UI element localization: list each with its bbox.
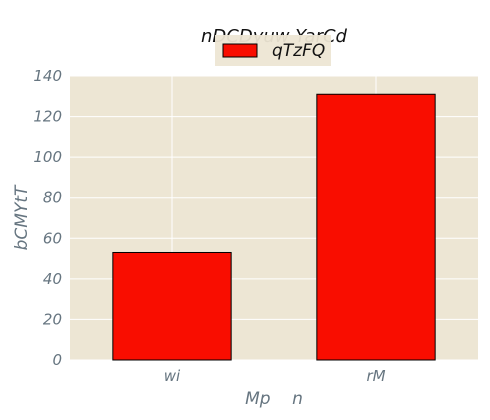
x-axis-label: Mp n — [245, 389, 303, 409]
y-axis-ticks: 0 20 40 60 80 100 120 140 — [33, 67, 62, 369]
legend-swatch — [222, 43, 258, 58]
y-tick-label: 60 — [43, 229, 62, 247]
y-tick-label: 20 — [43, 310, 62, 328]
y-tick-label: 100 — [33, 148, 62, 166]
bar-wi — [112, 251, 232, 361]
y-tick-label: 140 — [33, 67, 62, 85]
legend-label: qTzFQ — [272, 41, 325, 61]
legend: qTzFQ — [215, 35, 331, 66]
bar-rM — [316, 93, 436, 361]
y-axis-label: bCMYtT — [12, 184, 32, 250]
x-tick-label: rM — [366, 367, 385, 385]
x-axis-ticks: wi rM — [164, 367, 386, 385]
bars — [112, 93, 436, 361]
y-tick-label: 80 — [43, 189, 62, 207]
x-tick-label: wi — [164, 367, 181, 385]
y-tick-label: 120 — [33, 108, 62, 126]
y-tick-label: 40 — [43, 270, 62, 288]
y-tick-label: 0 — [52, 351, 62, 369]
